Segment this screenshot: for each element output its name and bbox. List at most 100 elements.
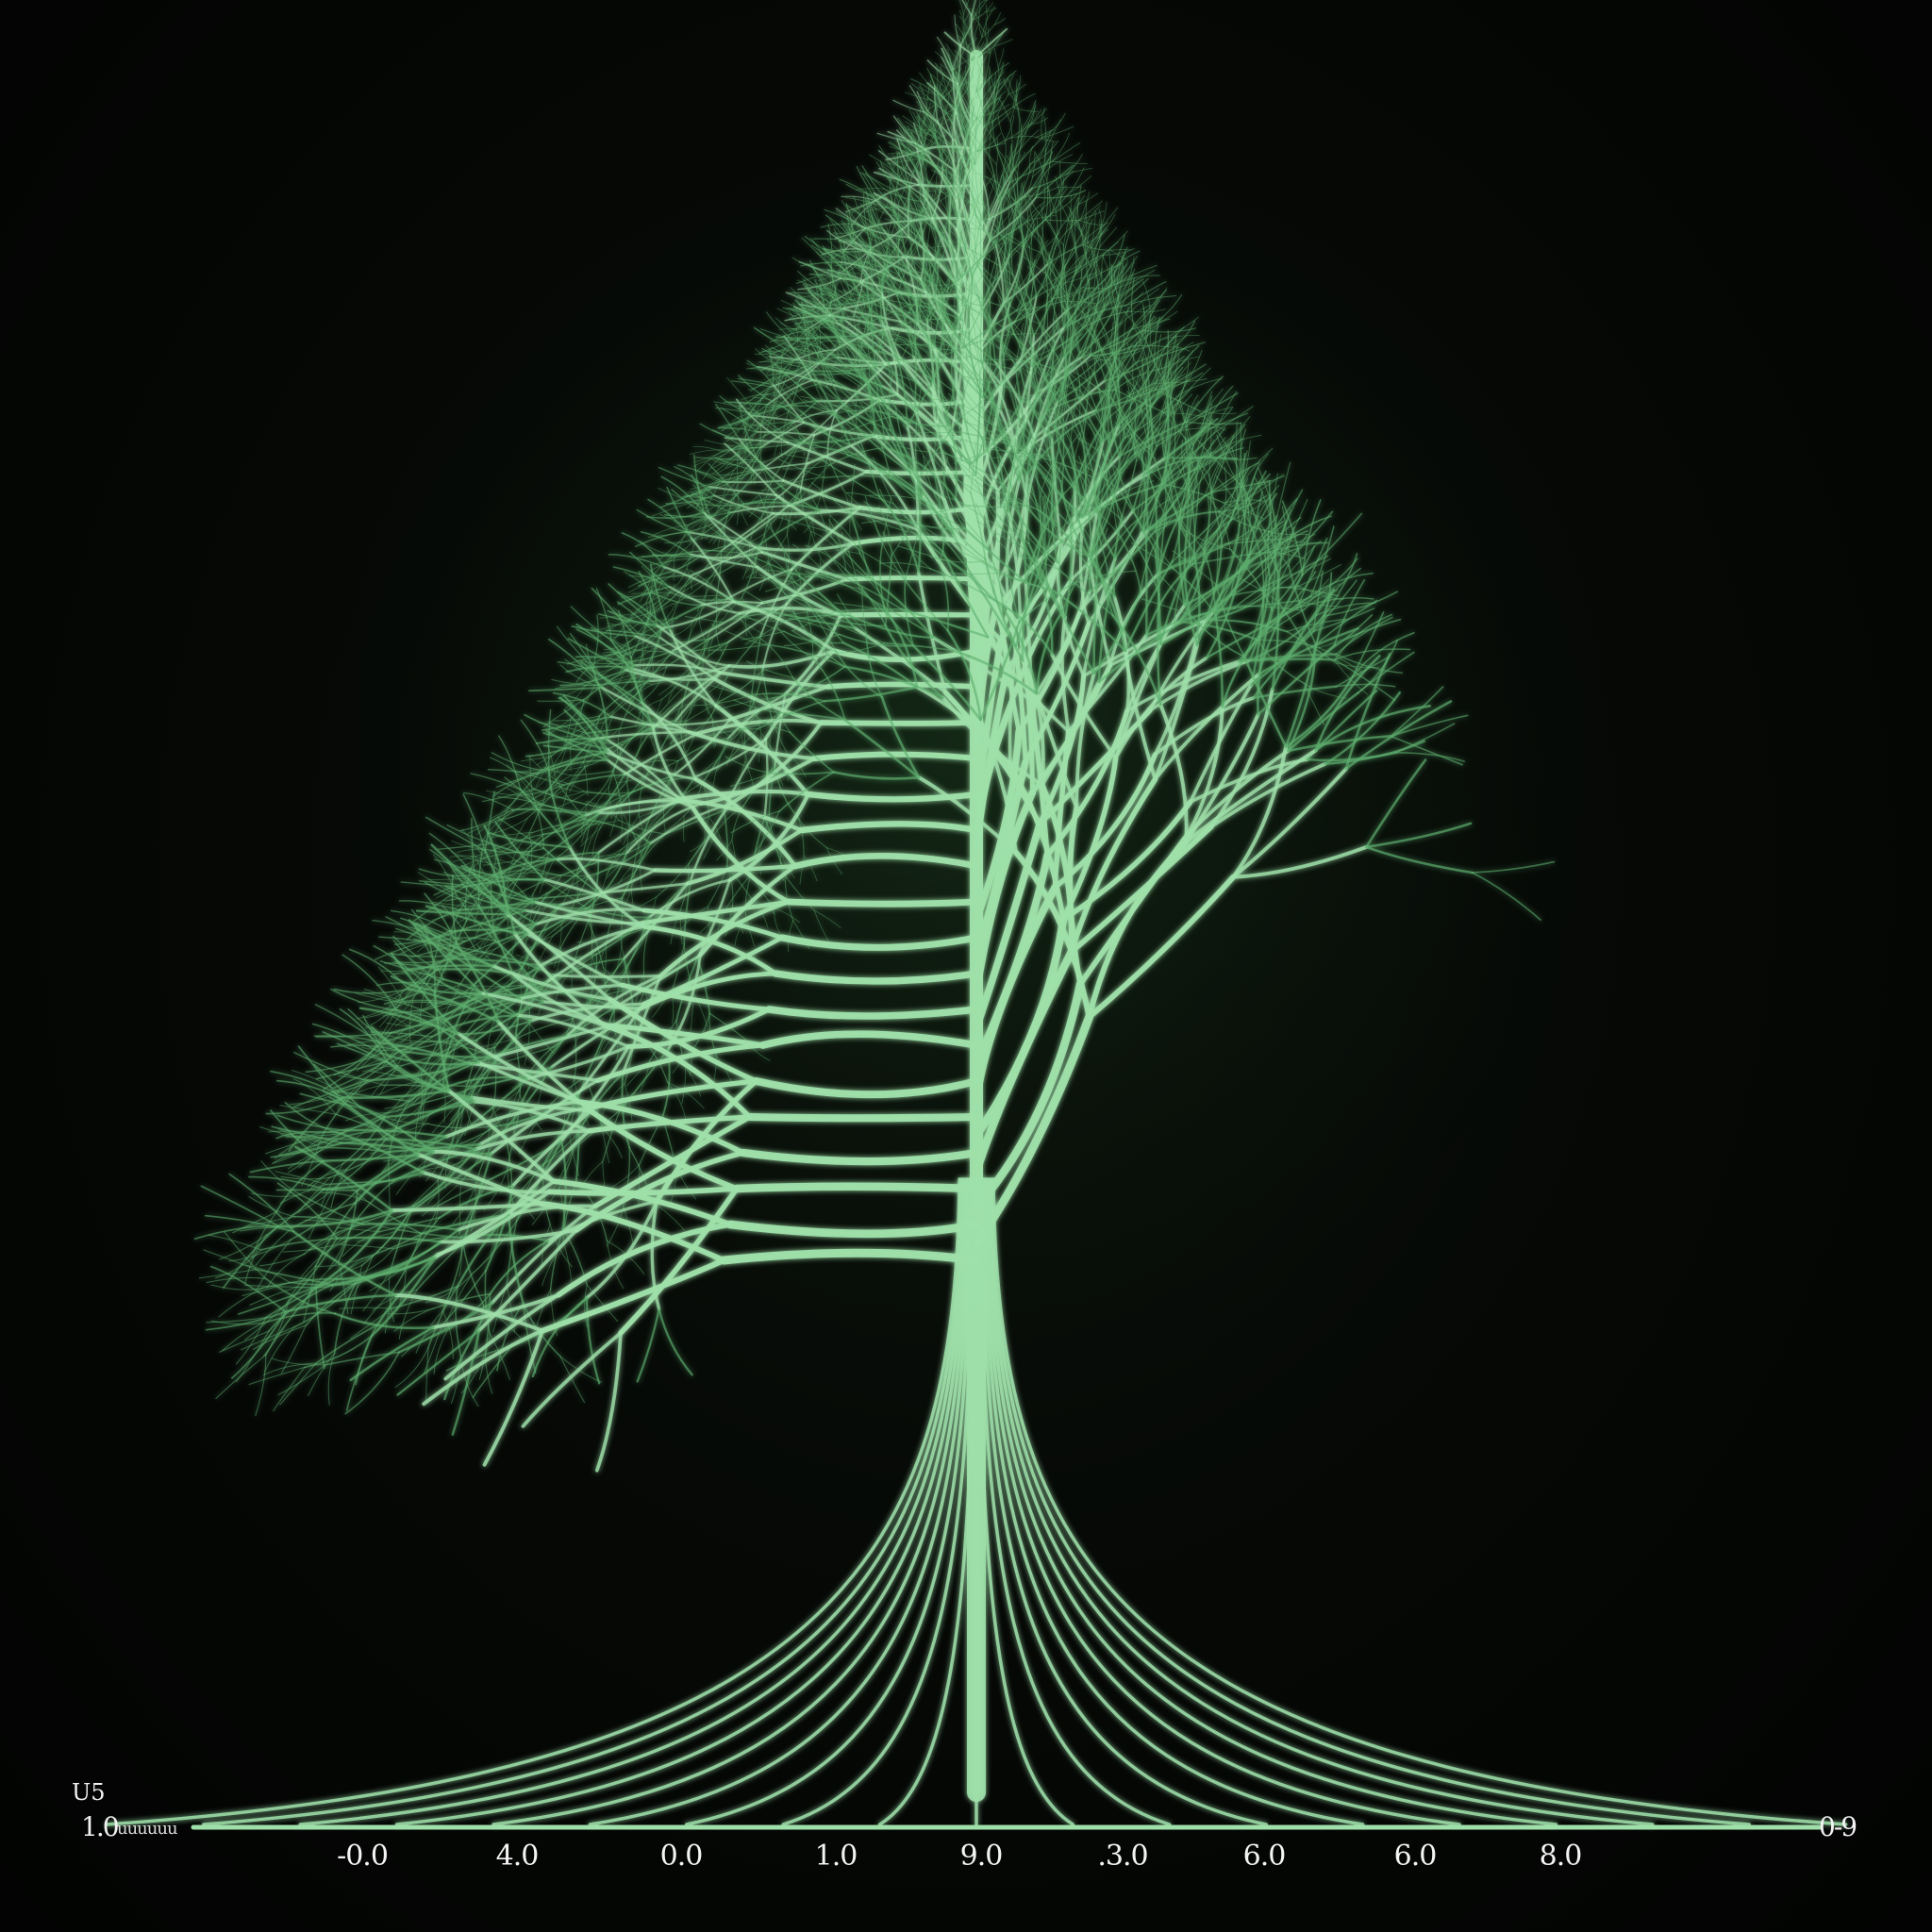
branch — [492, 1108, 515, 1151]
branch — [939, 505, 986, 559]
branch — [955, 71, 969, 92]
branch — [1082, 495, 1119, 533]
branch — [956, 150, 979, 197]
branch — [946, 118, 971, 132]
branch — [1173, 580, 1224, 628]
branch — [896, 334, 937, 364]
branch — [784, 634, 841, 647]
branch — [969, 130, 991, 158]
branch — [1221, 621, 1272, 708]
branch — [959, 551, 998, 575]
branch — [808, 410, 849, 415]
branch — [1257, 467, 1276, 526]
branch — [1090, 241, 1119, 268]
branch — [648, 664, 731, 683]
branch — [978, 0, 986, 6]
branch — [462, 1017, 496, 1050]
branch — [1059, 286, 1071, 323]
branch — [409, 1067, 433, 1104]
branch — [231, 1310, 287, 1379]
branch — [869, 367, 872, 418]
branch — [545, 729, 609, 761]
branch — [417, 872, 458, 896]
branch — [679, 644, 706, 677]
branch — [760, 465, 769, 487]
branch — [974, 236, 990, 289]
branch — [1185, 392, 1239, 424]
branch — [758, 494, 774, 532]
branch — [1008, 305, 1032, 339]
branch — [970, 574, 1024, 662]
branch — [784, 874, 815, 911]
branch — [552, 1149, 574, 1191]
branch — [1028, 101, 1036, 127]
branch — [1071, 219, 1092, 249]
branch — [420, 1212, 510, 1235]
branch — [1067, 206, 1082, 231]
branch — [919, 181, 935, 203]
branch — [792, 610, 846, 668]
x-tick-label: 9.0 — [959, 1840, 1004, 1873]
branch — [879, 541, 886, 608]
branch — [975, 284, 992, 324]
branch — [1014, 100, 1020, 138]
branch — [907, 194, 924, 233]
branch — [978, 6, 981, 20]
branch — [638, 971, 778, 1011]
branch — [926, 176, 952, 209]
branch — [1229, 475, 1286, 506]
branch — [667, 1081, 705, 1109]
branch — [793, 306, 840, 325]
branch — [981, 18, 988, 38]
branch — [989, 94, 1002, 115]
branch — [824, 475, 891, 479]
branch — [915, 146, 924, 197]
branch — [577, 659, 622, 665]
branch — [833, 602, 892, 611]
branch — [475, 923, 538, 984]
branch — [1101, 480, 1155, 508]
branch — [618, 859, 641, 885]
branch — [847, 228, 878, 251]
branch — [951, 200, 970, 227]
branch — [940, 94, 962, 117]
branch — [1242, 441, 1251, 484]
branch — [394, 1177, 967, 1826]
branch — [955, 103, 967, 134]
branch — [786, 425, 821, 448]
x-tick-label: .3.0 — [1097, 1840, 1148, 1873]
branch — [446, 1274, 473, 1320]
branch — [993, 12, 1002, 25]
branch — [446, 859, 480, 908]
branch — [945, 411, 958, 500]
branch — [697, 449, 725, 472]
branch — [1132, 341, 1138, 389]
branch — [681, 575, 716, 593]
branch — [550, 1007, 642, 1069]
branch — [539, 803, 600, 814]
branch — [852, 236, 869, 263]
branch — [1138, 504, 1174, 541]
branch — [670, 729, 696, 744]
branch — [914, 197, 931, 222]
branch — [744, 410, 787, 441]
branch — [845, 204, 885, 231]
branch — [472, 1345, 513, 1399]
branch — [926, 206, 934, 248]
branch — [1099, 226, 1118, 247]
branch — [997, 115, 1006, 142]
branch — [923, 211, 956, 250]
branch — [724, 442, 777, 496]
branch — [773, 476, 825, 490]
branch — [1170, 354, 1180, 400]
branch — [820, 404, 859, 437]
x-tick-label: 1.0 — [814, 1840, 858, 1873]
branch — [724, 756, 773, 774]
branch — [974, 75, 992, 93]
branch — [873, 304, 910, 322]
branch — [851, 299, 882, 348]
branch — [787, 308, 819, 319]
branch — [641, 657, 654, 681]
branch — [618, 1048, 670, 1112]
branch — [758, 339, 793, 354]
